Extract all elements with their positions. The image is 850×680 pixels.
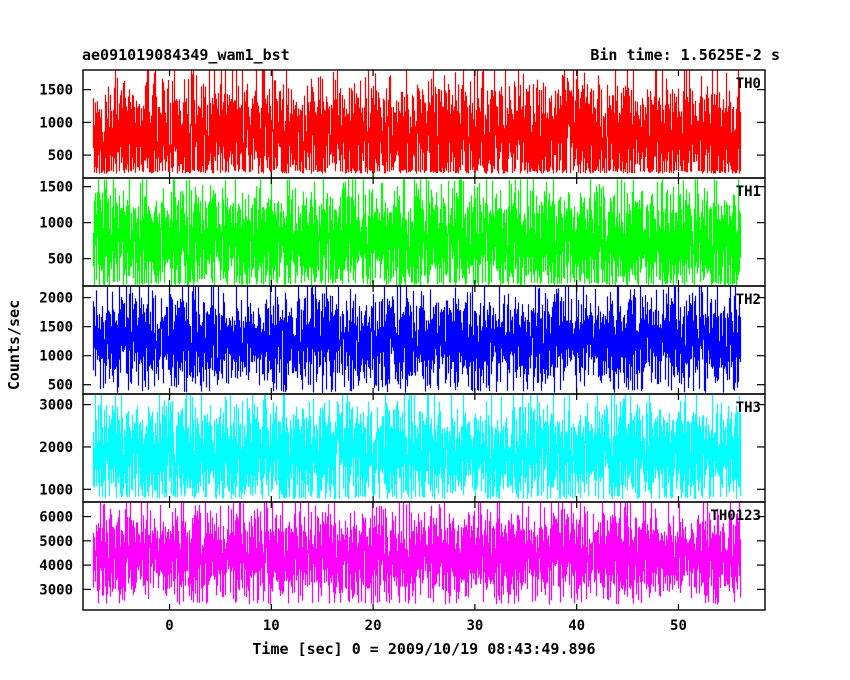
panel-th1: 500 1000 1500 TH1 — [39, 177, 766, 287]
y-tick-label: 4000 — [39, 558, 73, 574]
y-tick-label: 1000 — [39, 482, 73, 498]
y-tick-label: 5000 — [39, 534, 73, 550]
series-line-th2 — [92, 286, 742, 393]
series-line-th1 — [92, 179, 742, 286]
y-tick-label: 6000 — [39, 510, 73, 526]
y-tick-label: 2000 — [39, 440, 73, 456]
x-ticks-layer: 0 10 20 30 40 50 — [165, 618, 687, 634]
y-tick-label: 3000 — [39, 398, 73, 414]
y-tick-label: 1500 — [39, 320, 73, 336]
y-tick-label: 500 — [48, 378, 73, 394]
x-tick-label: 0 — [165, 618, 173, 634]
y-tick-label: 1000 — [39, 349, 73, 365]
panel-label-th0: TH0 — [736, 76, 761, 92]
x-axis-label: Time [sec] 0 = 2009/10/19 08:43:49.896 — [252, 640, 595, 658]
panels-layer: 500 1000 1500 TH0 500 1000 1500 TH1 500 1000 1500 2… — [39, 69, 766, 611]
series-line-th0123 — [92, 502, 742, 605]
x-tick-label: 30 — [466, 618, 483, 634]
panel-label-th2: TH2 — [736, 292, 761, 308]
chart-title-left: ae091019084349_wam1_bst — [82, 46, 290, 64]
panel-th0123: 3000 4000 5000 6000 TH0123 — [39, 501, 766, 611]
y-tick-label: 2000 — [39, 291, 73, 307]
x-tick-label: 40 — [568, 618, 585, 634]
y-tick-label: 1500 — [39, 180, 73, 196]
y-tick-label: 500 — [48, 252, 73, 268]
panel-label-th1: TH1 — [736, 184, 761, 200]
y-axis-label: Counts/sec — [5, 300, 23, 390]
panel-th0: 500 1000 1500 TH0 — [39, 69, 766, 179]
y-tick-label: 1000 — [39, 115, 73, 131]
panel-frame — [82, 501, 766, 611]
x-tick-label: 50 — [670, 618, 687, 634]
panel-th3: 1000 2000 3000 TH3 — [39, 393, 766, 503]
y-tick-label: 1500 — [39, 83, 73, 99]
panel-label-th3: TH3 — [736, 400, 761, 416]
y-tick-label: 1000 — [39, 216, 73, 232]
y-tick-label: 3000 — [39, 582, 73, 598]
chart-title-right: Bin time: 1.5625E-2 s — [590, 46, 780, 64]
y-tick-label: 500 — [48, 148, 73, 164]
x-tick-label: 20 — [365, 618, 382, 634]
series-line-th3 — [92, 394, 742, 500]
panel-label-th0123: TH0123 — [710, 508, 761, 524]
x-tick-label: 10 — [263, 618, 280, 634]
series-line-th0 — [92, 70, 742, 174]
panel-th2: 500 1000 1500 2000 TH2 — [39, 285, 766, 395]
